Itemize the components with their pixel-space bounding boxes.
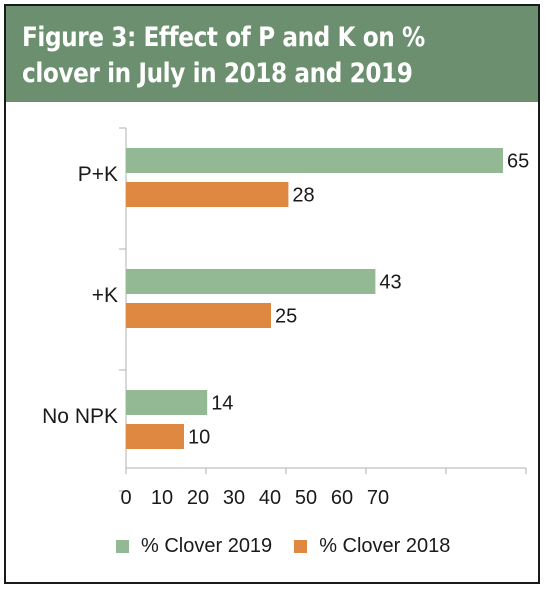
x-tick-label: 0 bbox=[120, 487, 131, 509]
category-label: P+K bbox=[78, 163, 118, 186]
category-label: No NPK bbox=[42, 405, 118, 428]
legend-item-2018: % Clover 2018 bbox=[294, 535, 450, 558]
legend-label-2018: % Clover 2018 bbox=[319, 534, 451, 557]
x-tick-label: 40 bbox=[259, 487, 281, 509]
bar-2019 bbox=[126, 390, 208, 415]
bar-2019 bbox=[126, 269, 376, 294]
data-label: 65 bbox=[507, 151, 529, 173]
chart-legend: % Clover 2019 % Clover 2018 bbox=[116, 534, 472, 558]
x-tick-label: 10 bbox=[151, 487, 173, 509]
figure-frame: Figure 3: Effect of P and K on % clover … bbox=[4, 4, 540, 584]
data-label: 14 bbox=[211, 393, 233, 415]
bar-2018 bbox=[126, 303, 271, 328]
x-tick-label: 20 bbox=[187, 487, 209, 509]
legend-item-2019: % Clover 2019 bbox=[116, 535, 272, 558]
legend-swatch-2019 bbox=[116, 539, 129, 553]
title-bar: Figure 3: Effect of P and K on % clover … bbox=[6, 6, 538, 102]
bar-2019 bbox=[126, 148, 503, 173]
data-label: 43 bbox=[379, 272, 401, 294]
data-label: 10 bbox=[188, 427, 210, 449]
x-tick-label: 50 bbox=[295, 487, 317, 509]
legend-swatch-2018 bbox=[294, 539, 308, 553]
category-label: +K bbox=[92, 284, 118, 307]
data-label: 25 bbox=[275, 306, 297, 328]
x-tick-label: 30 bbox=[223, 487, 245, 509]
bar-2018 bbox=[126, 424, 184, 449]
x-tick-label: 60 bbox=[331, 487, 353, 509]
data-label: 28 bbox=[292, 185, 314, 207]
x-tick-label: 70 bbox=[367, 487, 389, 509]
figure-title: Figure 3: Effect of P and K on % clover … bbox=[22, 22, 425, 89]
bar-2018 bbox=[126, 182, 289, 207]
legend-label-2019: % Clover 2019 bbox=[141, 534, 273, 557]
